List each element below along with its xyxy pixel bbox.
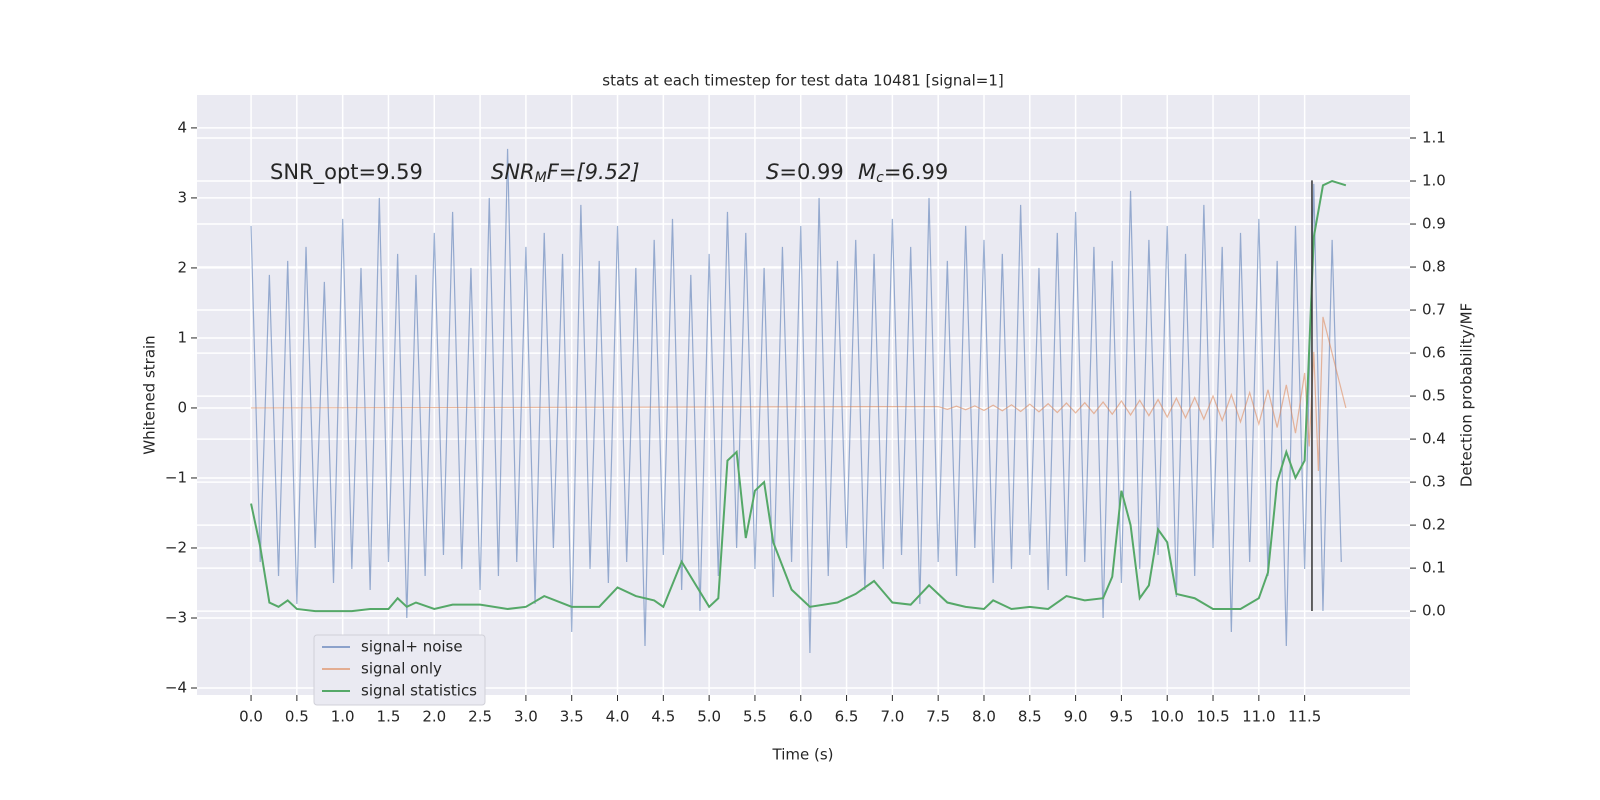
y-axis-label: Whitened strain bbox=[141, 335, 159, 454]
x-tick-label: 4.0 bbox=[606, 708, 630, 726]
annotation-text: SNR_opt=9.59 bbox=[270, 160, 423, 185]
x-tick-label: 7.0 bbox=[880, 708, 904, 726]
annotation: S=0.99 bbox=[766, 160, 844, 184]
chart-title: stats at each timestep for test data 104… bbox=[602, 72, 1003, 90]
y-tick-label: 2 bbox=[177, 258, 187, 276]
legend-label: signal only bbox=[361, 660, 442, 678]
x-tick-label: 5.5 bbox=[743, 708, 767, 726]
y-tick-label: 1 bbox=[177, 328, 187, 346]
y-tick-label: 3 bbox=[177, 188, 187, 206]
annotation-tail: F=[9.52] bbox=[547, 160, 640, 184]
y2-tick-label: 0.2 bbox=[1422, 516, 1446, 534]
annotation-tail: =6.99 bbox=[884, 160, 948, 184]
x-tick-label: 2.5 bbox=[468, 708, 492, 726]
plot-area bbox=[197, 95, 1410, 695]
y2-tick-label: 1.1 bbox=[1422, 129, 1446, 147]
y-tick-label: −2 bbox=[165, 538, 187, 556]
x-tick-label: 0.0 bbox=[239, 708, 263, 726]
y2-tick-label: 0.9 bbox=[1422, 215, 1446, 233]
x-tick-label: 11.5 bbox=[1288, 708, 1321, 726]
x-tick-label: 1.5 bbox=[377, 708, 401, 726]
x-tick-label: 7.5 bbox=[926, 708, 950, 726]
y-tick-label: −1 bbox=[165, 468, 187, 486]
x-axis-label: Time (s) bbox=[772, 746, 834, 764]
y2-tick-label: 0.1 bbox=[1422, 559, 1446, 577]
x-tick-label: 1.0 bbox=[331, 708, 355, 726]
x-tick-label: 9.0 bbox=[1064, 708, 1088, 726]
legend-box bbox=[313, 634, 486, 706]
annotation-sub: c bbox=[876, 170, 884, 186]
y-tick-label: 0 bbox=[177, 398, 187, 416]
x-tick-label: 8.0 bbox=[972, 708, 996, 726]
x-tick-label: 0.5 bbox=[285, 708, 309, 726]
annotation: Mc=6.99 bbox=[858, 160, 948, 186]
annotation: SNRMF=[9.52] bbox=[491, 160, 640, 186]
x-tick-label: 4.5 bbox=[651, 708, 675, 726]
x-tick-label: 10.0 bbox=[1151, 708, 1184, 726]
y-tick-label: −3 bbox=[165, 608, 187, 626]
x-tick-label: 10.5 bbox=[1196, 708, 1229, 726]
y-tick-label: −4 bbox=[165, 678, 187, 696]
y2-tick-label: 0.3 bbox=[1422, 473, 1446, 491]
annotation-sub: M bbox=[535, 170, 547, 186]
x-tick-label: 6.5 bbox=[835, 708, 859, 726]
y2-tick-label: 0.6 bbox=[1422, 344, 1446, 362]
x-tick-label: 5.0 bbox=[697, 708, 721, 726]
legend-label: signal statistics bbox=[361, 682, 477, 700]
y2-tick-label: 0.0 bbox=[1422, 602, 1446, 620]
annotation-tail: =0.99 bbox=[779, 160, 843, 184]
x-tick-label: 6.0 bbox=[789, 708, 813, 726]
y2-tick-label: 1.0 bbox=[1422, 172, 1446, 190]
series-line bbox=[251, 316, 1347, 471]
x-tick-label: 2.0 bbox=[422, 708, 446, 726]
y2-tick-label: 0.5 bbox=[1422, 387, 1446, 405]
annotation-text: M bbox=[858, 160, 876, 184]
y2-axis-label: Detection probability/MF bbox=[1458, 303, 1476, 487]
x-tick-label: 3.5 bbox=[560, 708, 584, 726]
annotation-text: S bbox=[766, 160, 779, 184]
x-tick-label: 8.5 bbox=[1018, 708, 1042, 726]
y2-tick-label: 0.8 bbox=[1422, 258, 1446, 276]
y2-tick-label: 0.4 bbox=[1422, 430, 1446, 448]
y2-tick-label: 0.7 bbox=[1422, 301, 1446, 319]
x-tick-label: 3.0 bbox=[514, 708, 538, 726]
x-tick-label: 11.0 bbox=[1242, 708, 1275, 726]
y-tick-label: 4 bbox=[177, 118, 187, 136]
legend-label: signal+ noise bbox=[361, 638, 463, 656]
x-tick-label: 9.5 bbox=[1109, 708, 1133, 726]
annotation-text: SNR bbox=[491, 160, 535, 184]
series-line bbox=[250, 148, 1342, 654]
legend: signal+ noise signal only signal statistic… bbox=[313, 634, 486, 706]
series-line bbox=[250, 179, 1347, 613]
annotation: SNR_opt=9.59 bbox=[270, 160, 423, 185]
